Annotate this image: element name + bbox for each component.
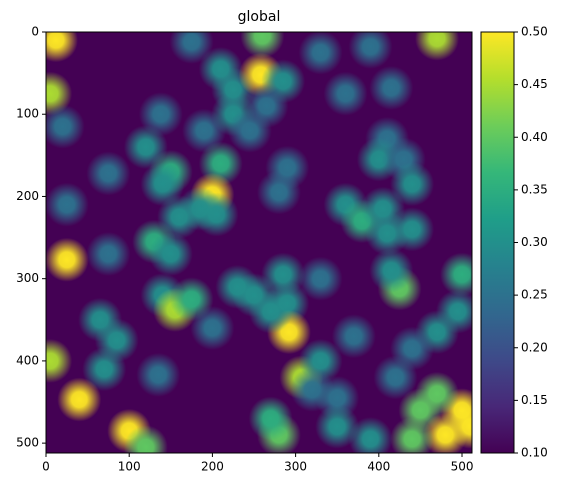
colorbar-tick-label: 0.45	[521, 77, 548, 91]
x-tick-label: 400	[367, 460, 390, 474]
heat-blob	[194, 192, 239, 237]
heat-blob	[369, 65, 414, 110]
plot-frame	[45, 31, 473, 454]
heat-blob	[140, 162, 185, 207]
heat-blob	[248, 396, 293, 441]
heat-blob	[46, 237, 89, 282]
heat-blob	[373, 355, 418, 400]
colorbar-tick-label: 0.25	[521, 288, 548, 302]
heat-blob	[46, 32, 78, 63]
heat-blob	[86, 151, 131, 196]
heat-blob	[298, 32, 343, 75]
y-tick-label: 200	[16, 189, 39, 203]
x-tick-label: 500	[451, 460, 474, 474]
heat-blob	[138, 92, 183, 137]
y-tick-label: 0	[31, 25, 39, 39]
heat-blob	[331, 314, 376, 359]
heat-blob	[86, 232, 131, 277]
heat-blob	[46, 104, 85, 149]
colorbar-tick-label: 0.30	[521, 235, 548, 249]
heat-blob	[148, 232, 193, 277]
heat-blob	[348, 417, 393, 453]
colorbar-tick-label: 0.15	[521, 393, 548, 407]
heat-blob	[57, 377, 102, 422]
heat-blob	[240, 32, 285, 59]
heat-blob	[190, 306, 235, 351]
y-tick-label: 400	[16, 353, 39, 367]
heat-blob	[390, 207, 435, 252]
heat-blob	[390, 162, 435, 207]
heat-blob	[415, 32, 460, 61]
heat-blob	[169, 32, 214, 64]
heat-blob	[348, 32, 393, 69]
heat-blob	[415, 371, 460, 416]
chart-title: global	[238, 9, 281, 25]
heat-blob	[248, 289, 293, 334]
heat-blob	[46, 182, 89, 227]
heat-blob	[440, 252, 472, 297]
heat-blob	[46, 338, 73, 383]
y-tick-label: 300	[16, 271, 39, 285]
heat-blob	[390, 417, 435, 453]
heat-blob	[448, 404, 472, 449]
heat-blob	[123, 425, 168, 453]
colorbar-tick-label: 0.20	[521, 340, 548, 354]
heat-blob	[136, 352, 181, 397]
colorbar-tick-label: 0.10	[521, 446, 548, 460]
heat-blob	[256, 170, 301, 215]
heat-blob	[82, 347, 127, 392]
heat-blob	[323, 71, 368, 116]
y-tick-label: 100	[16, 107, 39, 121]
heat-blob	[369, 248, 414, 293]
heatmap-area	[46, 32, 472, 453]
x-tick-label: 300	[284, 460, 307, 474]
y-tick-label: 500	[16, 436, 39, 450]
x-tick-label: 0	[42, 460, 50, 474]
colorbar-tick-label: 0.35	[521, 182, 548, 196]
heat-blob	[46, 71, 73, 116]
heat-blob	[227, 108, 272, 153]
colorbar-tick-label: 0.50	[521, 25, 548, 39]
heat-blob	[315, 404, 360, 449]
x-tick-label: 100	[118, 460, 141, 474]
colorbar-tick-label: 0.40	[521, 130, 548, 144]
heat-blob	[298, 256, 343, 301]
colorbar	[480, 31, 515, 454]
x-tick-label: 200	[201, 460, 224, 474]
